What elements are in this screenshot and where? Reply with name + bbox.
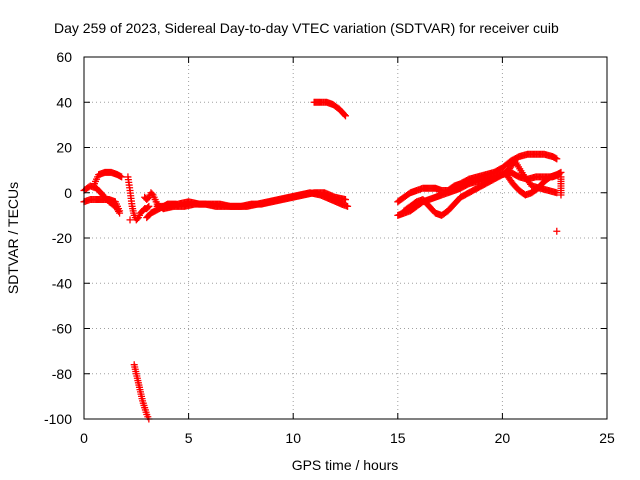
x-tick-label: 0 [80, 430, 88, 446]
data-point [145, 202, 153, 210]
data-point [557, 173, 565, 181]
data-point [340, 111, 348, 119]
x-axis-label: GPS time / hours [292, 457, 399, 473]
y-tick-label: -80 [52, 366, 72, 382]
data-point [342, 196, 349, 204]
data-point [344, 202, 352, 210]
data-point [553, 227, 561, 235]
y-tick-label: 60 [56, 49, 72, 65]
y-tick-label: 20 [56, 140, 72, 156]
data-point [126, 216, 134, 224]
y-tick-label: 40 [56, 94, 72, 110]
y-tick-label: -60 [52, 321, 72, 337]
x-tick-label: 15 [390, 430, 406, 446]
data-point [553, 155, 561, 163]
series-arc-10 [159, 189, 352, 213]
series-arc-2 [80, 182, 124, 217]
series-arc-11 [310, 98, 349, 120]
series-arc-3 [90, 168, 126, 188]
series-arc-14 [400, 157, 561, 219]
grid [84, 57, 607, 419]
series-arc-15 [503, 168, 565, 199]
x-tick-label: 10 [285, 430, 301, 446]
data-point [144, 203, 152, 211]
data-point [342, 112, 349, 120]
chart-title: Day 259 of 2023, Sidereal Day-to-day VTE… [54, 20, 559, 36]
y-axis-label: SDTVAR / TECUs [5, 182, 21, 294]
data-point [118, 173, 126, 181]
x-tick-label: 5 [185, 430, 193, 446]
data-point [116, 209, 124, 217]
series-arc-4 [124, 173, 153, 224]
axis-ticks: 0 5 10 15 20 25 -100 -80 -60 -40 -20 0 20 40 60 [44, 49, 615, 446]
y-tick-label: -20 [52, 230, 72, 246]
series-arc-16 [557, 173, 565, 199]
x-tick-label: 20 [495, 430, 511, 446]
x-tick-label: 25 [599, 430, 615, 446]
y-tick-label: 0 [64, 185, 72, 201]
y-tick-label: -40 [52, 275, 72, 291]
series-arc-5 [126, 216, 134, 224]
y-tick-label: -100 [44, 411, 72, 427]
series-arc-17 [553, 227, 561, 235]
data-points [80, 98, 565, 423]
